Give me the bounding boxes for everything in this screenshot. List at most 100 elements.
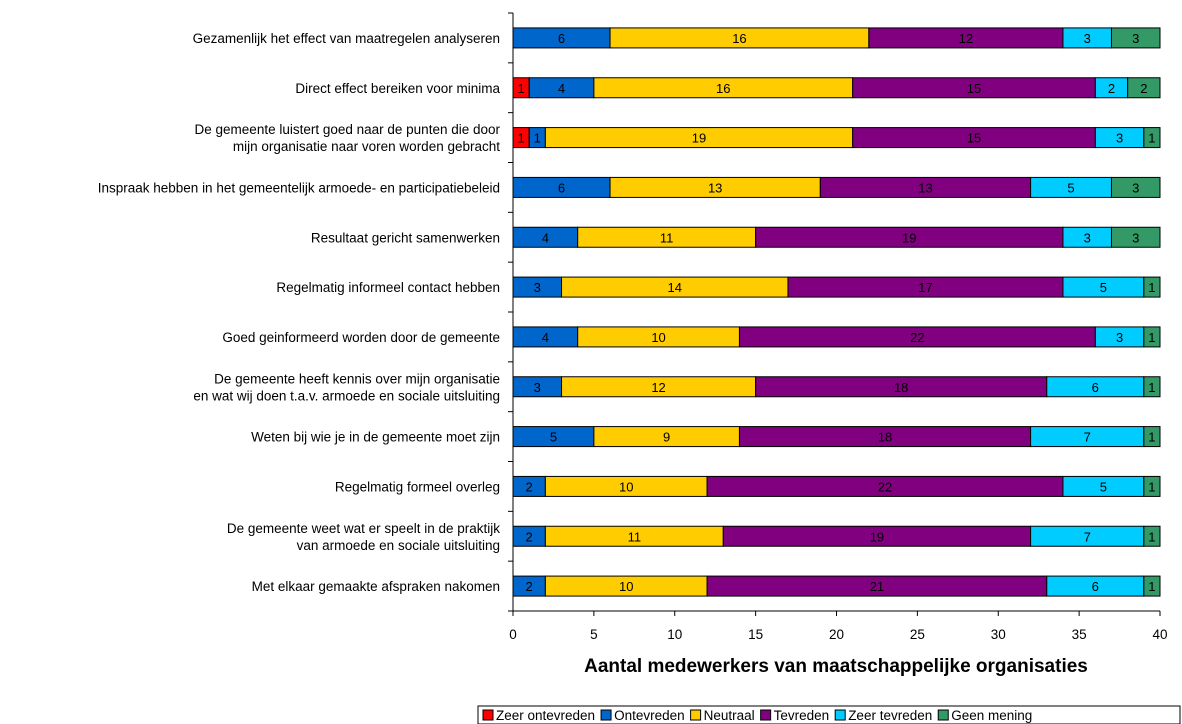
data-label: 21 [870, 579, 884, 594]
data-label: 1 [1148, 280, 1155, 295]
data-label: 10 [619, 579, 633, 594]
bar-segment [1143, 326, 1161, 348]
data-label: 19 [870, 529, 884, 544]
data-label: 6 [1092, 380, 1099, 395]
bar-segment [1143, 475, 1161, 497]
legend-swatch [482, 709, 494, 721]
x-tick-label: 30 [991, 627, 1006, 642]
data-label: 4 [558, 81, 565, 96]
data-label: 5 [1067, 180, 1074, 195]
data-label: 3 [1116, 131, 1123, 146]
legend-label: Zeer ontevreden [496, 708, 595, 723]
data-label: 1 [1148, 330, 1155, 345]
legend-swatch [937, 709, 949, 721]
x-tick-label: 35 [1072, 627, 1087, 642]
category-label: mijn organisatie naar voren worden gebra… [233, 139, 500, 154]
legend: Zeer ontevreden Ontevreden Neutraal Tevrede… [477, 705, 1181, 724]
data-label: 2 [1108, 81, 1115, 96]
category-labels: Gezamenlijk het effect van maatregelen a… [98, 31, 501, 594]
legend-swatch [834, 709, 846, 721]
data-label: 1 [534, 131, 541, 146]
data-label: 1 [517, 81, 524, 96]
data-label: 1 [1148, 131, 1155, 146]
bar-segment [1110, 27, 1161, 49]
data-label: 1 [1148, 479, 1155, 494]
data-label: 2 [526, 579, 533, 594]
category-label: van armoede en sociale uitsluiting [297, 538, 500, 553]
category-label: De gemeente luistert goed naar de punten… [195, 122, 501, 137]
category-label: Weten bij wie je in de gemeente moet zij… [251, 430, 500, 445]
data-label: 10 [651, 330, 665, 345]
x-axis-label: Aantal medewerkers van maatschappelijke … [584, 656, 1088, 677]
data-label: 15 [967, 131, 981, 146]
category-label: Gezamenlijk het effect van maatregelen a… [193, 31, 500, 46]
data-label: 5 [1100, 479, 1107, 494]
bars-layer: 6 16 12 3 31 4 16 15 2 21 1 19 15 3 16 13 13 5 34 11 19 3 33 14… [512, 27, 1161, 597]
data-label: 3 [1084, 31, 1091, 46]
data-label: 22 [910, 330, 924, 345]
data-label: 3 [1084, 230, 1091, 245]
data-label: 3 [534, 280, 541, 295]
bar-segment [1143, 276, 1161, 298]
data-label: 4 [542, 230, 549, 245]
bar-segment [1110, 176, 1161, 198]
category-label: Regelmatig informeel contact hebben [276, 280, 500, 295]
category-label: Inspraak hebben in het gemeentelijk armo… [98, 180, 500, 195]
bar-segment [1143, 575, 1161, 597]
data-label: 13 [918, 180, 932, 195]
data-label: 18 [878, 430, 892, 445]
legend-frame [477, 705, 1181, 724]
data-label: 17 [918, 280, 932, 295]
data-label: 3 [1116, 330, 1123, 345]
data-label: 1 [1148, 430, 1155, 445]
data-label: 22 [878, 479, 892, 494]
data-label: 3 [1132, 31, 1139, 46]
data-label: 19 [692, 131, 706, 146]
bar-segment [1143, 426, 1161, 448]
bar-segment [1143, 376, 1161, 398]
data-label: 15 [967, 81, 981, 96]
data-label: 2 [526, 479, 533, 494]
category-label: Resultaat gericht samenwerken [311, 230, 500, 245]
legend-swatch [600, 709, 612, 721]
legend-label: Neutraal [704, 708, 755, 723]
legend-swatch [760, 709, 772, 721]
legend-label: Tevreden [774, 708, 830, 723]
data-label: 7 [1084, 430, 1091, 445]
data-label: 3 [534, 380, 541, 395]
data-label: 9 [663, 430, 670, 445]
x-tick-label: 0 [509, 627, 517, 642]
data-label: 1 [1148, 529, 1155, 544]
axes-layer: 0 5 10 15 20 25 30 35 40 [508, 12, 1168, 642]
x-tick-label: 40 [1152, 627, 1167, 642]
data-label: 19 [902, 230, 916, 245]
legend-swatch [690, 709, 702, 721]
category-label: Direct effect bereiken voor minima [295, 81, 500, 96]
category-label: De gemeente heeft kennis over mijn organ… [214, 371, 500, 386]
data-label: 4 [542, 330, 549, 345]
data-label: 11 [660, 230, 674, 245]
bar-segment [1127, 77, 1161, 99]
bar-segment [1143, 127, 1161, 149]
data-label: 13 [708, 180, 722, 195]
data-label: 6 [558, 180, 565, 195]
x-tick-label: 20 [829, 627, 844, 642]
data-label: 6 [558, 31, 565, 46]
data-label: 1 [517, 131, 524, 146]
data-label: 3 [1132, 180, 1139, 195]
x-tick-label: 25 [910, 627, 925, 642]
data-label: 5 [550, 430, 557, 445]
bar-segment [1110, 226, 1161, 248]
data-label: 1 [1148, 579, 1155, 594]
data-label: 5 [1100, 280, 1107, 295]
category-label: Goed geinformeerd worden door de gemeent… [222, 330, 500, 345]
bar-segment [1143, 525, 1161, 547]
category-label: Met elkaar gemaakte afspraken nakomen [252, 579, 500, 594]
data-label: 6 [1092, 579, 1099, 594]
category-label: De gemeente weet wat er speelt in de pra… [227, 521, 500, 536]
data-label: 2 [526, 529, 533, 544]
data-label: 12 [651, 380, 665, 395]
data-label: 7 [1084, 529, 1091, 544]
data-label: 1 [1148, 380, 1155, 395]
